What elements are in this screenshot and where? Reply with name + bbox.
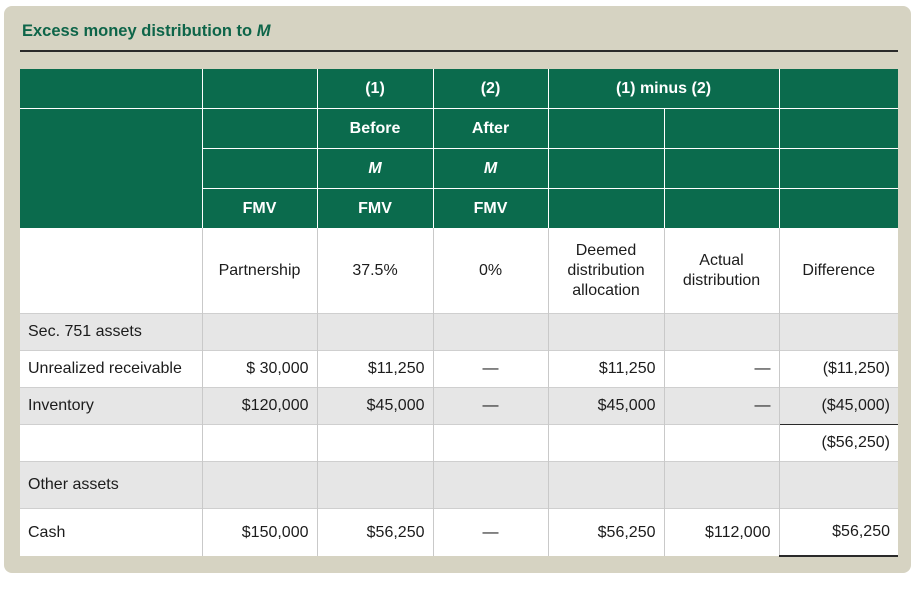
cell-after: —	[432, 350, 548, 388]
header-cell-empty	[547, 188, 664, 228]
header-cell-empty	[201, 69, 317, 109]
cell-deemed: $11,250	[547, 350, 664, 388]
table-cell	[201, 313, 317, 351]
section-label: Sec. 751 assets	[20, 313, 202, 351]
cell-difference: ($45,000)	[778, 387, 898, 425]
header-cell-empty	[20, 69, 202, 109]
header-before: Before	[316, 108, 433, 149]
table-cell	[547, 313, 664, 351]
header-cell-empty	[201, 108, 317, 149]
table-row: Cash $150,000 $56,250 — $56,250 $112,000…	[20, 508, 898, 557]
subheader-row: Partnership 37.5% 0% Deemed distribution…	[20, 228, 898, 314]
table-cell	[432, 461, 548, 509]
header-cell-empty	[663, 148, 779, 189]
cell-before: $56,250	[316, 508, 433, 556]
cell-difference: $56,250	[778, 508, 898, 557]
row-label: Inventory	[20, 387, 202, 425]
header-before-fmv: FMV	[316, 188, 433, 228]
table-cell	[778, 313, 898, 351]
table-cell	[201, 424, 317, 462]
table-cell	[663, 424, 779, 462]
header-minus-label: (1) minus (2)	[547, 69, 779, 109]
subheader-actual-text: Actual distribution	[682, 251, 761, 289]
cell-deemed: $56,250	[547, 508, 664, 556]
cell-fmv: $ 30,000	[201, 350, 317, 388]
subheader-deemed-text: Deemed distribution allocation	[567, 241, 645, 299]
cell-actual: —	[663, 387, 779, 425]
header-row-numbers: (1) (2) (1) minus (2)	[20, 69, 898, 109]
subheader-deemed: Deemed distribution allocation	[547, 228, 664, 314]
table-cell	[778, 461, 898, 509]
header-before-m: M	[316, 148, 433, 189]
cell-after: —	[432, 508, 548, 556]
cell-actual: —	[663, 350, 779, 388]
table-row-total: ($56,250)	[20, 424, 898, 462]
table-cell	[547, 461, 664, 509]
subheader-actual: Actual distribution	[663, 228, 779, 314]
title-prefix: Excess money distribution to	[22, 22, 257, 40]
header-row-m: M M	[20, 148, 898, 189]
section-row-sec751: Sec. 751 assets	[20, 313, 898, 351]
cell-before: $11,250	[316, 350, 433, 388]
section-row-other: Other assets	[20, 461, 898, 509]
row-label: Unrealized receivable	[20, 350, 202, 388]
table-cell	[201, 461, 317, 509]
table-cell	[663, 313, 779, 351]
cell-before: $45,000	[316, 387, 433, 425]
distribution-table: (1) (2) (1) minus (2) Before After M M F…	[20, 69, 898, 557]
header-cell-empty	[547, 148, 664, 189]
header-row-before-after: Before After	[20, 108, 898, 228]
table-title: Excess money distribution to M	[22, 22, 270, 41]
table-cell	[432, 313, 548, 351]
title-rule	[20, 50, 898, 52]
header-cell-empty	[778, 69, 898, 109]
table-cell	[316, 461, 433, 509]
header-cell-empty	[201, 148, 317, 189]
subheader-difference: Difference	[778, 228, 898, 314]
cell-actual: $112,000	[663, 508, 779, 556]
table-row: Inventory $120,000 $45,000 — $45,000 — (…	[20, 387, 898, 425]
header-col1-number: (1)	[316, 69, 433, 109]
header-cell-empty	[778, 108, 898, 149]
subheader-after-percent: 0%	[432, 228, 548, 314]
header-cell-empty	[547, 108, 664, 149]
table-cell	[432, 424, 548, 462]
header-after-m: M	[432, 148, 548, 189]
header-after-fmv: FMV	[432, 188, 548, 228]
cell-fmv: $120,000	[201, 387, 317, 425]
cell-total-difference: ($56,250)	[778, 424, 898, 462]
section-label: Other assets	[20, 461, 202, 509]
table-cell	[316, 424, 433, 462]
cell-deemed: $45,000	[547, 387, 664, 425]
header-cell-empty	[663, 188, 779, 228]
table-cell	[663, 461, 779, 509]
header-col2-number: (2)	[432, 69, 548, 109]
cell-difference: ($11,250)	[778, 350, 898, 388]
cell-after: —	[432, 387, 548, 425]
row-label: Cash	[20, 508, 202, 556]
header-cell-empty	[778, 148, 898, 189]
table-row: Unrealized receivable $ 30,000 $11,250 —…	[20, 350, 898, 388]
table-cell	[20, 424, 202, 462]
header-fmv: FMV	[201, 188, 317, 228]
header-row-fmv: FMV FMV FMV	[20, 188, 898, 228]
header-cell-empty	[20, 108, 202, 228]
subheader-cell-empty	[20, 228, 202, 314]
table-cell	[316, 313, 433, 351]
table-cell	[547, 424, 664, 462]
header-cell-empty	[663, 108, 779, 149]
subheader-partnership: Partnership	[201, 228, 317, 314]
title-emphasis: M	[256, 22, 271, 40]
subheader-before-percent: 37.5%	[316, 228, 433, 314]
cell-fmv: $150,000	[201, 508, 317, 556]
header-after: After	[432, 108, 548, 149]
header-cell-empty	[778, 188, 898, 228]
